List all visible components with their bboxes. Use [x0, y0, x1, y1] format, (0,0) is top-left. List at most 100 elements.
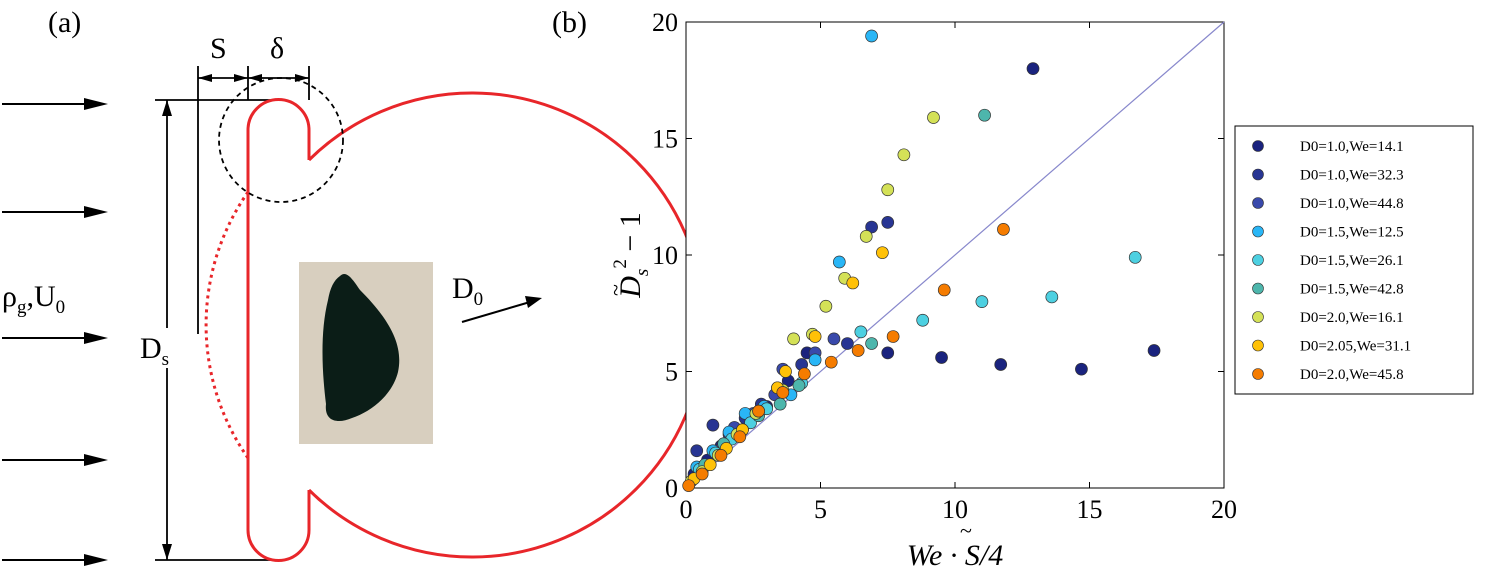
- legend-marker: [1252, 339, 1264, 352]
- data-point: [819, 299, 833, 313]
- data-point: [733, 430, 747, 444]
- legend-label: D0=1.5,We=42.8: [1300, 282, 1404, 298]
- delta-label: δ: [270, 32, 284, 65]
- data-point: [690, 444, 704, 458]
- data-point: [994, 358, 1008, 371]
- x-axis-tilde: ~: [960, 518, 972, 543]
- flow-arrows: [2, 98, 108, 566]
- dimension-arrowheads: [162, 74, 309, 560]
- data-point: [886, 330, 900, 343]
- series-8: [682, 223, 1010, 493]
- legend-marker: [1252, 168, 1264, 181]
- data-point: [975, 295, 989, 308]
- y-axis-tilde: ~: [603, 284, 628, 296]
- data-point: [1026, 62, 1040, 75]
- data-point: [1147, 344, 1161, 357]
- legend-label: D0=1.0,We=32.3: [1300, 168, 1404, 184]
- legend-marker: [1252, 140, 1264, 152]
- data-point: [897, 148, 911, 162]
- data-point: [779, 365, 792, 378]
- dimension-lines: [155, 66, 310, 561]
- data-point: [832, 255, 846, 269]
- panel-a: (a) ρg,U0: [2, 6, 706, 566]
- x-tick-label: 5: [814, 495, 827, 524]
- data-point: [937, 283, 951, 297]
- data-point: [808, 353, 822, 367]
- data-point: [824, 355, 838, 369]
- flow-arrowhead-1: [84, 98, 108, 110]
- flow-arrowhead-5: [84, 554, 108, 566]
- ds-label: Ds: [140, 332, 169, 370]
- d0-label: D0: [452, 272, 483, 310]
- data-point: [876, 246, 889, 260]
- panel-a-label: (a): [48, 6, 81, 39]
- ds-arrowhead-top: [162, 100, 172, 116]
- data-point: [1075, 362, 1088, 376]
- legend-label: D0=1.0,We=14.1: [1300, 139, 1404, 155]
- data-point: [703, 458, 717, 472]
- y-tick-label: 0: [665, 474, 678, 503]
- legend-marker: [1252, 282, 1264, 295]
- delta-arrowhead-left: [248, 74, 262, 82]
- legend-marker: [1252, 368, 1264, 380]
- x-tick-label: 0: [680, 495, 693, 524]
- flow-arrowhead-2: [84, 206, 108, 218]
- data-point: [787, 332, 800, 346]
- data-point: [714, 449, 728, 462]
- legend-items: D0=1.0,We=14.1 D0=1.0,We=32.3 D0=1.0,We=44…: [1252, 139, 1411, 383]
- legend-marker: [1252, 225, 1264, 238]
- y-tick-label: 15: [652, 125, 678, 154]
- data-point: [854, 325, 868, 339]
- data-point: [881, 346, 895, 360]
- s-arrowhead-right: [234, 74, 248, 82]
- panel-b-label: (b): [552, 6, 587, 39]
- drop-circle-dotted-arc: [204, 191, 250, 459]
- d0-arrow-shaft: [461, 301, 531, 323]
- ds-arrowhead-bottom: [162, 544, 172, 560]
- legend-box: [1234, 125, 1474, 395]
- data-point: [773, 397, 787, 411]
- data-point: [827, 332, 841, 346]
- s-arrowhead-left: [198, 74, 212, 82]
- legend-marker: [1252, 197, 1264, 209]
- data-points: [682, 29, 1161, 493]
- legend: D0=1.0,We=14.1 D0=1.0,We=32.3 D0=1.0,We=44…: [1234, 125, 1474, 395]
- x-tick-label: 15: [1077, 495, 1103, 524]
- reference-line: [685, 21, 1225, 489]
- legend-label: D0=1.5,We=26.1: [1300, 253, 1404, 269]
- x-tick-label: 20: [1211, 495, 1237, 524]
- y-axis-label: Ds2 − 1: [610, 212, 653, 299]
- legend-label: D0=2.0,We=45.8: [1300, 367, 1404, 383]
- legend-label: D0=1.0,We=44.8: [1300, 196, 1404, 212]
- data-point: [916, 313, 930, 327]
- data-point: [978, 108, 991, 122]
- flattened-drop-outline: [246, 98, 311, 562]
- data-point: [846, 276, 860, 290]
- data-point: [881, 216, 895, 229]
- data-point: [682, 479, 696, 493]
- data-point: [808, 330, 822, 343]
- data-point: [935, 351, 948, 364]
- y-tick-label: 10: [652, 241, 678, 270]
- flow-arrowhead-3: [84, 332, 108, 344]
- legend-label: D0=2.0,We=16.1: [1300, 310, 1404, 326]
- s-label: S: [210, 32, 227, 65]
- flow-arrowhead-4: [84, 454, 108, 466]
- x-axis-label: We · S/4: [907, 539, 1003, 572]
- data-point: [865, 337, 878, 350]
- y-tick-label: 5: [665, 358, 678, 387]
- drop-photo-inset: [299, 262, 433, 444]
- d0-radius-arrow: [461, 296, 542, 323]
- panel-b: (b) 0 5 10 15 20 0 5 10 15 20 We · S/4 ~ Ds2 − 1 …: [552, 6, 1474, 572]
- data-point: [927, 111, 940, 124]
- legend-label: D0=2.05,We=31.1: [1300, 339, 1411, 355]
- data-point: [851, 344, 865, 357]
- data-point: [706, 418, 720, 432]
- data-point: [776, 386, 790, 399]
- x-tick-label: 10: [942, 495, 968, 524]
- data-point: [841, 337, 854, 350]
- data-point: [695, 467, 709, 481]
- d0-arrowhead: [525, 296, 542, 308]
- legend-marker: [1252, 311, 1264, 323]
